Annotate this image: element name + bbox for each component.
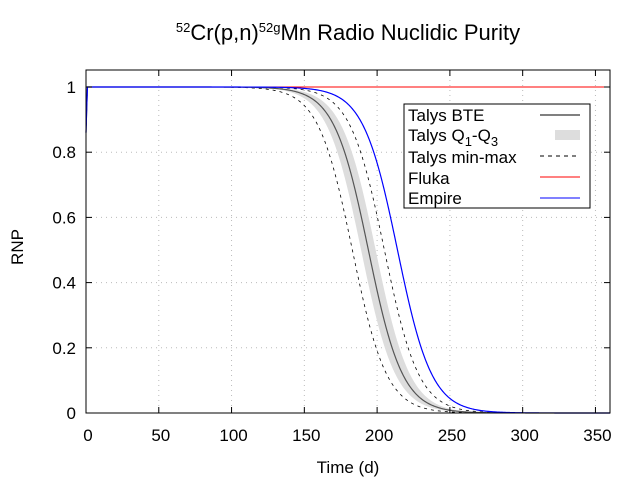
y-tick-label: 0.4 bbox=[52, 274, 76, 293]
x-axis-label: Time (d) bbox=[317, 458, 380, 477]
y-tick-label: 0.2 bbox=[52, 339, 76, 358]
plot-frame bbox=[85, 69, 611, 414]
legend-label-talys-minmax: Talys min-max bbox=[408, 148, 517, 167]
x-tick-label: 150 bbox=[292, 426, 320, 445]
y-tick-label: 0.6 bbox=[52, 208, 76, 227]
legend-label-fluka: Fluka bbox=[408, 169, 450, 188]
chart-title: 52Cr(p,n)52gMn Radio Nuclidic Purity bbox=[176, 20, 520, 45]
x-tick-label: 250 bbox=[438, 426, 466, 445]
tick-layer: 0 50 100 150 200 250 300 350 0 0.2 0.4 0.6 0.8 1 bbox=[52, 70, 612, 445]
legend: Talys BTE Talys Q1-Q3 Talys min-max Fluk… bbox=[403, 103, 591, 209]
series-talys-q1-q3-band bbox=[86, 87, 610, 413]
legend-label-talys-bte: Talys BTE bbox=[408, 106, 485, 125]
x-tick-label: 300 bbox=[510, 426, 538, 445]
q1-q3-band-layer bbox=[86, 87, 610, 413]
x-tick-label: 200 bbox=[365, 426, 393, 445]
y-tick-label: 0 bbox=[67, 404, 76, 423]
y-axis-label: RNP bbox=[8, 229, 27, 265]
legend-swatch-talys-q bbox=[555, 130, 580, 140]
y-tick-label: 0.8 bbox=[52, 143, 76, 162]
x-tick-label: 100 bbox=[219, 426, 247, 445]
x-tick-label: 50 bbox=[151, 426, 170, 445]
y-tick-label: 1 bbox=[67, 78, 76, 97]
x-tick-label: 0 bbox=[83, 426, 92, 445]
legend-label-empire: Empire bbox=[408, 189, 462, 208]
legend-label-talys-q: Talys Q1-Q3 bbox=[408, 126, 498, 149]
x-tick-label: 350 bbox=[583, 426, 611, 445]
grid bbox=[86, 70, 610, 413]
